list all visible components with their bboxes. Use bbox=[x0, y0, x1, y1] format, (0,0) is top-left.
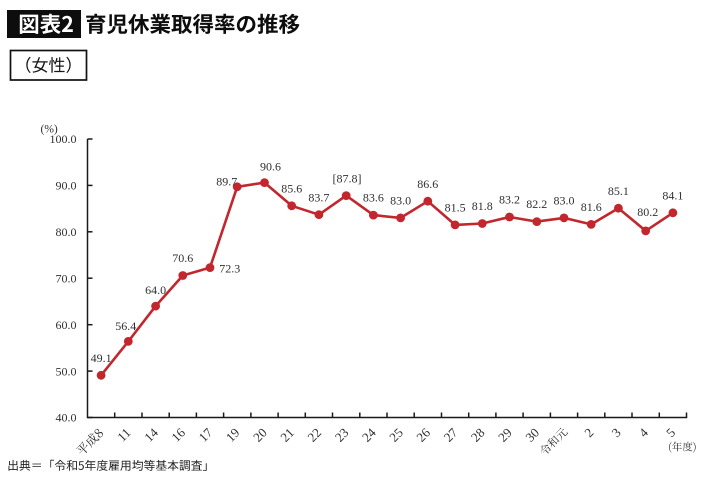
svg-text:85.1: 85.1 bbox=[608, 184, 629, 198]
svg-text:50.0: 50.0 bbox=[56, 364, 77, 378]
svg-text:60.0: 60.0 bbox=[56, 318, 77, 332]
svg-text:70.0: 70.0 bbox=[56, 271, 77, 285]
svg-text:[87.8]: [87.8] bbox=[333, 172, 362, 186]
svg-text:80.2: 80.2 bbox=[637, 205, 658, 219]
svg-text:81.8: 81.8 bbox=[472, 199, 493, 213]
svg-text:86.6: 86.6 bbox=[417, 177, 438, 191]
svg-text:56.4: 56.4 bbox=[115, 319, 136, 333]
svg-text:84.1: 84.1 bbox=[662, 188, 683, 202]
svg-text:83.7: 83.7 bbox=[308, 190, 329, 204]
svg-text:100.0: 100.0 bbox=[50, 132, 77, 146]
svg-text:90.0: 90.0 bbox=[56, 179, 77, 193]
svg-text:83.2: 83.2 bbox=[499, 193, 520, 207]
svg-text:64.0: 64.0 bbox=[145, 283, 166, 297]
svg-text:83.0: 83.0 bbox=[390, 194, 411, 208]
svg-text:83.6: 83.6 bbox=[363, 191, 384, 205]
svg-text:83.0: 83.0 bbox=[554, 194, 575, 208]
svg-text:90.6: 90.6 bbox=[260, 160, 281, 174]
svg-text:40.0: 40.0 bbox=[56, 411, 77, 425]
svg-text:89.7: 89.7 bbox=[216, 175, 237, 189]
svg-text:82.2: 82.2 bbox=[526, 197, 547, 211]
svg-text:81.5: 81.5 bbox=[445, 201, 466, 215]
svg-text:80.0: 80.0 bbox=[56, 225, 77, 239]
svg-text:(%): (%) bbox=[41, 123, 58, 135]
svg-text:72.3: 72.3 bbox=[219, 261, 240, 275]
svg-text:49.1: 49.1 bbox=[91, 351, 112, 365]
svg-text:85.6: 85.6 bbox=[281, 181, 302, 195]
svg-text:81.6: 81.6 bbox=[581, 200, 602, 214]
svg-text:70.6: 70.6 bbox=[172, 251, 193, 265]
